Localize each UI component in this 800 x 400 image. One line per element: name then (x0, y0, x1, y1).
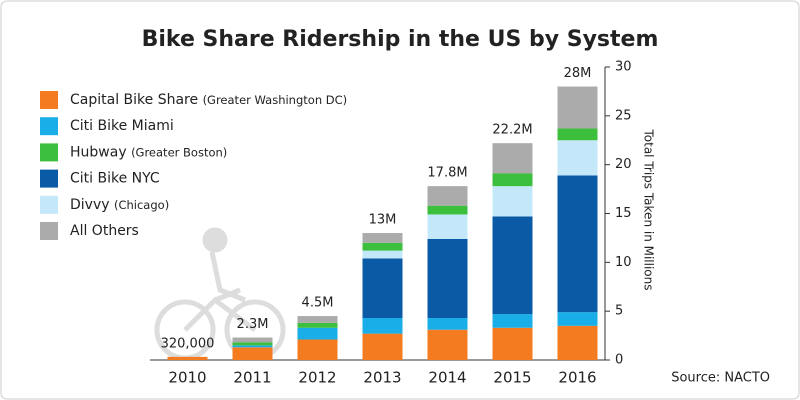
bar-segment (557, 140, 598, 176)
bar-segment (362, 318, 403, 334)
legend-label: Citi Bike Miami (70, 118, 174, 134)
legend-label: Citi Bike NYC (70, 171, 160, 187)
total-label: 320,000 (161, 336, 215, 351)
legend-swatch (40, 195, 58, 214)
bar-segment (557, 175, 598, 313)
source: Source: NACTO (671, 371, 770, 386)
y-tick-label: 0 (615, 353, 623, 368)
bar-segment (427, 205, 468, 215)
bar-segment (492, 173, 533, 187)
bar-segment (492, 314, 533, 328)
legend-name: Hubway (70, 144, 127, 160)
bar-segment (362, 258, 403, 319)
bar-segment (232, 342, 273, 346)
total-label: 22.2M (492, 123, 532, 138)
legend-note: (Chicago) (114, 197, 169, 211)
legend-name: Divvy (70, 197, 110, 213)
legend-label: Divvy (Chicago) (70, 197, 169, 213)
x-tick-label: 2011 (233, 369, 271, 387)
bar-segment (492, 186, 533, 217)
legend-label: Capital Bike Share (Greater Washington D… (70, 92, 347, 108)
bar-segment (427, 238, 468, 319)
bar-segment (427, 214, 468, 239)
bar-segment (492, 327, 533, 360)
bar-segment (362, 333, 403, 360)
legend-name: All Others (70, 223, 139, 239)
bar-segment (297, 322, 338, 328)
y-tick-label: 5 (615, 304, 623, 319)
chart-title: Bike Share Ridership in the US by System (142, 27, 659, 52)
bar-segment (492, 216, 533, 315)
total-label: 28M (564, 66, 592, 81)
bar-segment (232, 337, 273, 343)
y-tick-label: 30 (615, 60, 632, 75)
legend-note: (Greater Boston) (131, 145, 227, 159)
x-tick-label: 2012 (298, 369, 336, 387)
legend-label: All Others (70, 223, 139, 239)
legend-swatch (40, 143, 58, 162)
bar-segment (167, 356, 208, 360)
total-label: 4.5M (302, 296, 334, 311)
bar-segment (297, 339, 338, 360)
bar-segment (362, 242, 403, 251)
legend-name: Citi Bike Miami (70, 118, 174, 134)
bar-segment (362, 233, 403, 243)
bar-segment (232, 345, 273, 348)
total-label: 2.3M (237, 317, 269, 332)
bar-segment (362, 250, 403, 259)
y-tick-label: 20 (615, 157, 632, 172)
bar-segment (557, 86, 598, 129)
x-tick-label: 2014 (428, 369, 466, 387)
bar-segment (557, 325, 598, 360)
bar-segment (427, 318, 468, 330)
bar-segment (297, 327, 338, 340)
total-label: 17.8M (427, 166, 467, 181)
legend-name: Capital Bike Share (70, 92, 198, 108)
legend-label: Hubway (Greater Boston) (70, 144, 227, 160)
bar-segment (557, 128, 598, 141)
x-tick-label: 2015 (493, 369, 531, 387)
y-tick-label: 15 (615, 206, 632, 221)
legend-note: (Greater Washington DC) (203, 93, 348, 107)
legend-swatch (40, 222, 58, 240)
legend-swatch (40, 117, 58, 136)
bar-segment (232, 347, 273, 360)
x-tick-label: 2010 (168, 369, 206, 387)
bar-segment (557, 312, 598, 326)
y-tick-label: 25 (615, 108, 632, 123)
x-tick-label: 2013 (363, 369, 401, 387)
bar-segment (492, 143, 533, 174)
bar-segment (427, 186, 468, 206)
y-tick-label: 10 (615, 255, 632, 270)
legend-swatch (40, 169, 58, 188)
bar-segment (297, 316, 338, 323)
bar-segment (427, 329, 468, 360)
total-label: 13M (369, 213, 397, 228)
legend-swatch (40, 91, 58, 109)
x-tick-label: 2016 (558, 369, 596, 387)
y-axis-label: Total Trips Taken in Millions (642, 128, 656, 290)
legend-name: Citi Bike NYC (70, 171, 160, 187)
